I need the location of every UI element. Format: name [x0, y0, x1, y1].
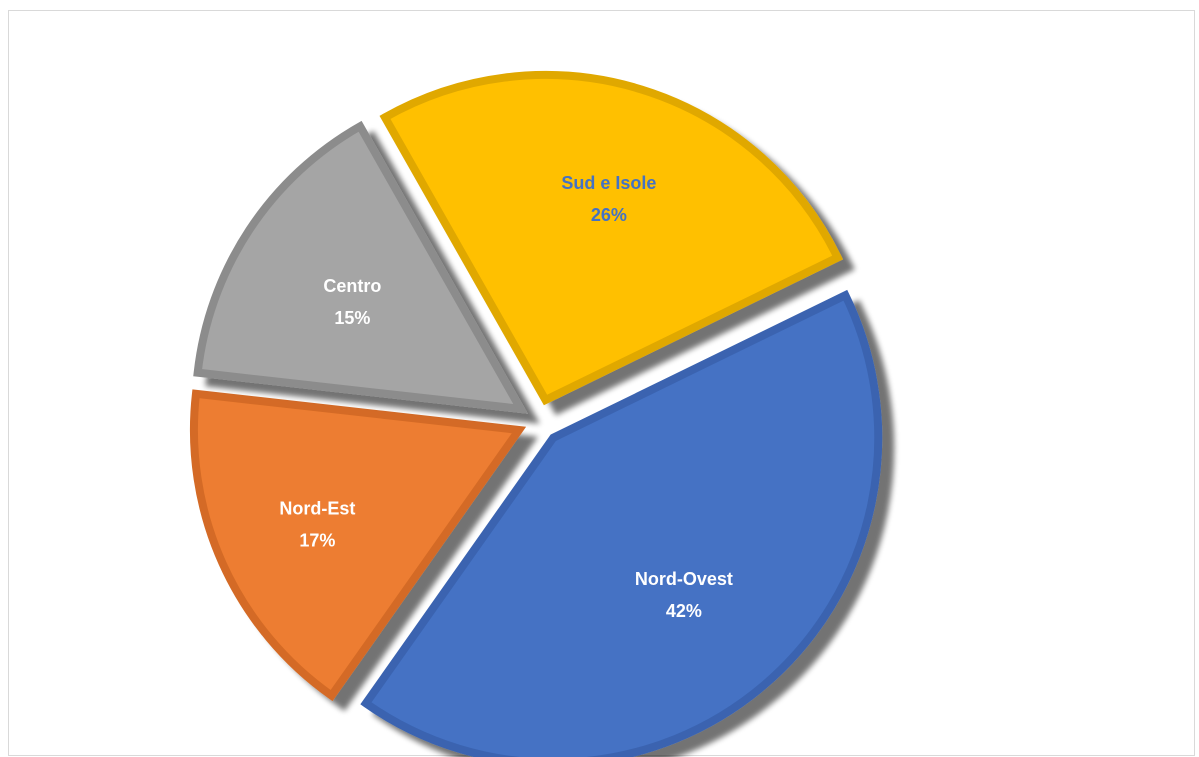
slice-category-label: Sud e Isole [561, 173, 656, 193]
pie-chart: Nord-Ovest 42% Nord-Est 17% Centro 15% Sud e I… [190, 71, 883, 757]
pie-slice-centro [193, 120, 528, 414]
pie-slice-nord-est [190, 389, 527, 702]
slice-category-label: Nord-Est [279, 499, 355, 519]
slice-percent-label: 17% [299, 531, 335, 551]
slice-category-label: Nord-Ovest [635, 569, 733, 589]
slice-category-label: Centro [323, 276, 381, 296]
chart-area: Nord-Ovest 42% Nord-Est 17% Centro 15% Sud e I… [8, 10, 1195, 757]
slice-percent-label: 26% [591, 205, 627, 225]
pie-slice-sud-e-isole [379, 71, 843, 406]
pie-slice-nord-ovest [360, 289, 883, 757]
slice-percent-label: 15% [334, 308, 370, 328]
slice-percent-label: 42% [666, 601, 702, 621]
